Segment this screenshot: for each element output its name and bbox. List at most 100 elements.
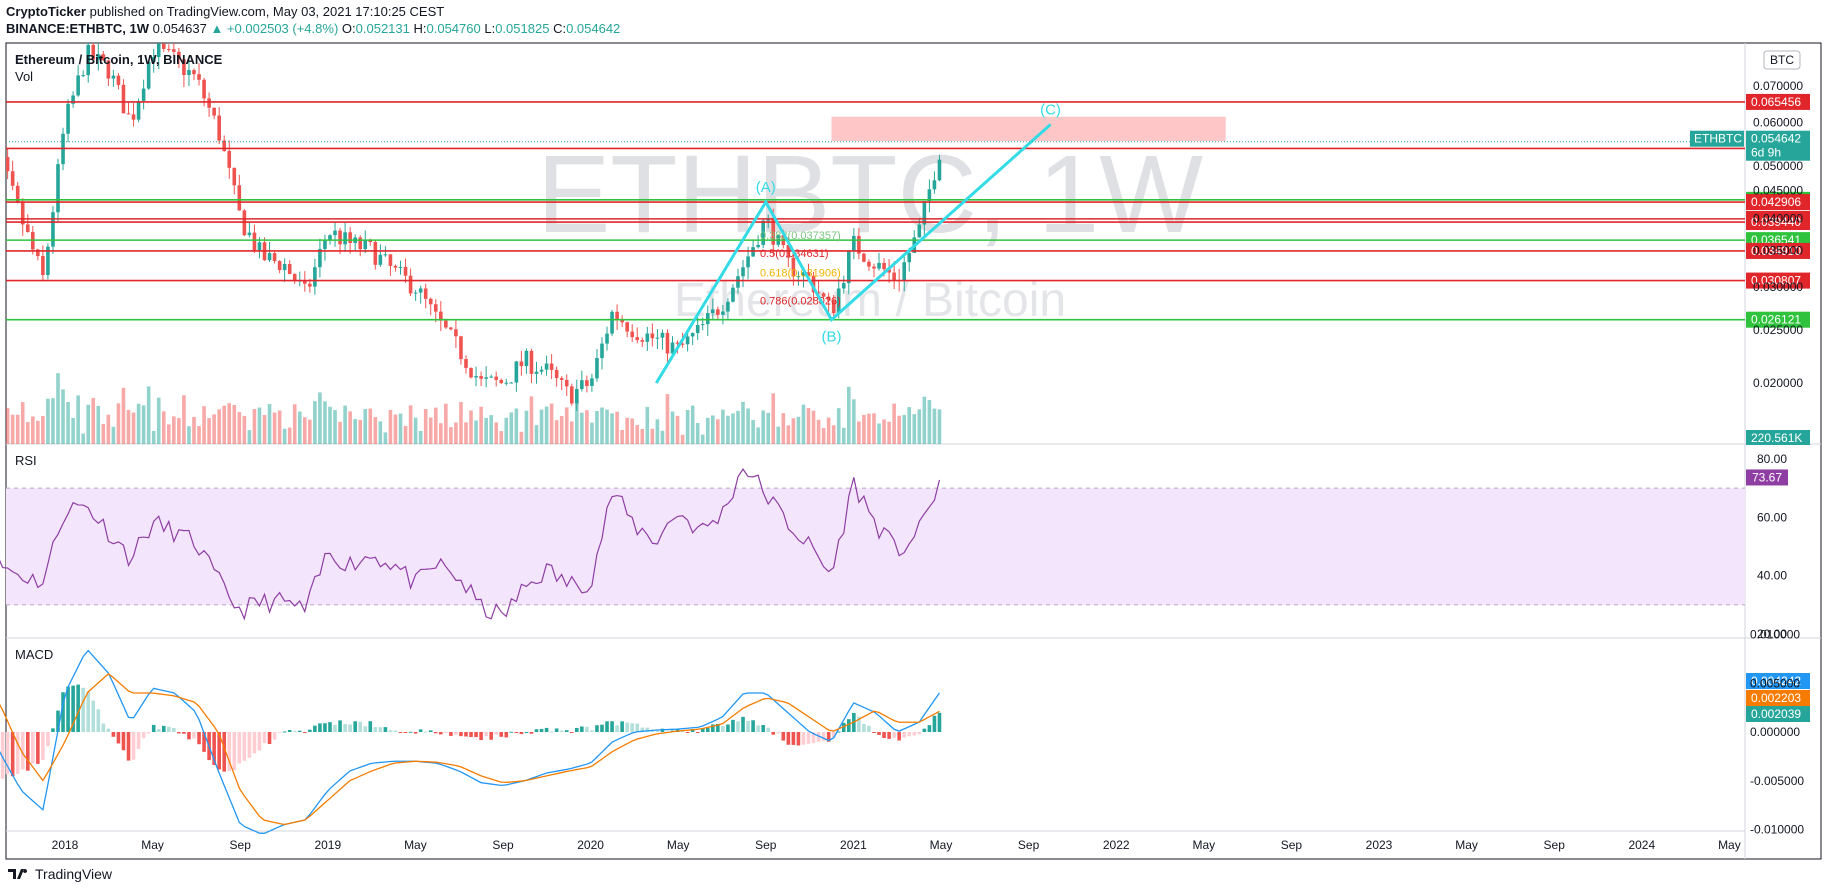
candle-body — [580, 380, 584, 390]
volume-bar — [81, 433, 85, 444]
macd-hist-bar — [605, 721, 609, 732]
macd-hist-bar — [831, 732, 836, 738]
volume-bar — [852, 399, 856, 444]
unit-badge[interactable] — [1763, 50, 1801, 70]
volume-bar — [76, 395, 80, 444]
macd-tick: -0.010000 — [1750, 823, 1804, 837]
candle-body — [549, 363, 554, 370]
volume-bar — [519, 431, 524, 444]
volume-bar — [454, 422, 458, 444]
macd-hist-bar — [801, 732, 806, 745]
volume-bar — [323, 401, 327, 444]
volume-bar — [932, 408, 937, 444]
volume-bar — [31, 416, 35, 444]
candle-body — [811, 275, 816, 293]
macd-hist-bar — [816, 732, 821, 742]
macd-hist-bar — [841, 722, 846, 732]
macd-hist-bar — [695, 732, 700, 733]
macd-hist-bar — [847, 719, 851, 732]
macd-pane[interactable] — [0, 649, 942, 834]
macd-hist-bar — [705, 727, 710, 732]
macd-hist-bar — [20, 732, 25, 770]
price-change: ▲ +0.002503 (+4.8%) — [210, 21, 339, 36]
macd-hist-bar — [182, 732, 186, 734]
volume-bar — [872, 413, 876, 444]
candle-body — [101, 54, 106, 61]
last-price-countdown: 6d 9h — [1751, 146, 1781, 160]
wave-path[interactable] — [655, 123, 1052, 384]
signal-line[interactable] — [0, 673, 940, 826]
candle-body — [479, 376, 483, 379]
volume-bar — [751, 420, 755, 444]
macd-hist-bar — [202, 732, 206, 752]
macd-hist-bar — [126, 732, 131, 761]
macd-line[interactable] — [0, 649, 941, 834]
rsi-pane[interactable] — [0, 468, 1745, 621]
candle-body — [610, 311, 614, 334]
level-tag-text: 0.030807 — [1751, 274, 1801, 288]
candle-body — [413, 292, 418, 294]
volume-bar — [313, 401, 317, 444]
macd-hist-bar — [630, 723, 635, 732]
price-tick: 0.060000 — [1753, 116, 1803, 130]
macd-hist-bar — [76, 684, 80, 732]
volume-bar — [595, 411, 599, 444]
volume-bar — [867, 413, 871, 444]
macd-hist-bar — [776, 732, 781, 734]
candle-body — [156, 43, 161, 58]
high-value: 0.054760 — [426, 21, 481, 36]
macd-hist-bar — [86, 691, 91, 732]
volume-bar — [433, 407, 438, 444]
volume-bar — [444, 403, 448, 444]
volume-bar — [897, 415, 901, 444]
candle-body — [459, 336, 463, 360]
macd-hist-bar — [504, 732, 509, 738]
author-name[interactable]: CryptoTicker — [6, 4, 86, 19]
candle-body — [282, 264, 287, 270]
candle-body — [277, 261, 282, 270]
rsi-line[interactable] — [0, 468, 941, 621]
symbol-label: BINANCE:ETHBTC, 1W — [6, 21, 149, 36]
candle-body — [141, 88, 146, 101]
volume-bar — [569, 421, 574, 444]
volume-bar — [580, 412, 584, 444]
candle-body — [81, 75, 85, 77]
candle-body — [167, 48, 171, 50]
time-tick: Sep — [755, 838, 777, 852]
volume-bar — [106, 414, 111, 444]
volume-bar — [494, 422, 499, 444]
candle-body — [252, 232, 257, 251]
candle-body — [222, 140, 227, 151]
macd-hist-bar — [559, 730, 564, 732]
time-tick: May — [930, 838, 953, 852]
volume-bar — [922, 396, 927, 444]
candle-body — [529, 350, 534, 374]
candle-body — [841, 283, 846, 289]
volume-bar — [232, 404, 237, 444]
price-axis[interactable]: 0.070000 0.060000 0.050000 0.045000 0.040000… — [1750, 79, 1804, 837]
candle-body — [272, 253, 277, 262]
candle-body — [464, 359, 468, 368]
candle-body — [217, 115, 221, 141]
time-axis[interactable]: 2018 May Sep 2019 May Sep 2020 May Sep 2021 May Sep… — [52, 838, 1741, 852]
candle-body — [544, 363, 549, 370]
macd-hist-bar — [177, 732, 181, 734]
candle-body — [247, 232, 252, 236]
tradingview-footer[interactable]: TradingView — [8, 866, 112, 882]
volume-bar — [292, 404, 297, 444]
volume-bar — [373, 417, 378, 444]
volume-bar — [36, 420, 40, 444]
time-tick: Sep — [1544, 838, 1566, 852]
volume-bar — [388, 409, 393, 444]
target-zone[interactable] — [831, 116, 1226, 142]
macd-hist-bar — [887, 732, 891, 739]
candle-body — [484, 377, 488, 379]
fib-label: 0.786(0.028026) — [760, 296, 841, 308]
macd-value-text: 0.004242 — [1751, 674, 1801, 688]
volume-bar — [464, 422, 468, 444]
macd-value-tag — [1746, 706, 1810, 722]
time-tick: 2024 — [1628, 838, 1655, 852]
candle-body — [303, 280, 307, 284]
